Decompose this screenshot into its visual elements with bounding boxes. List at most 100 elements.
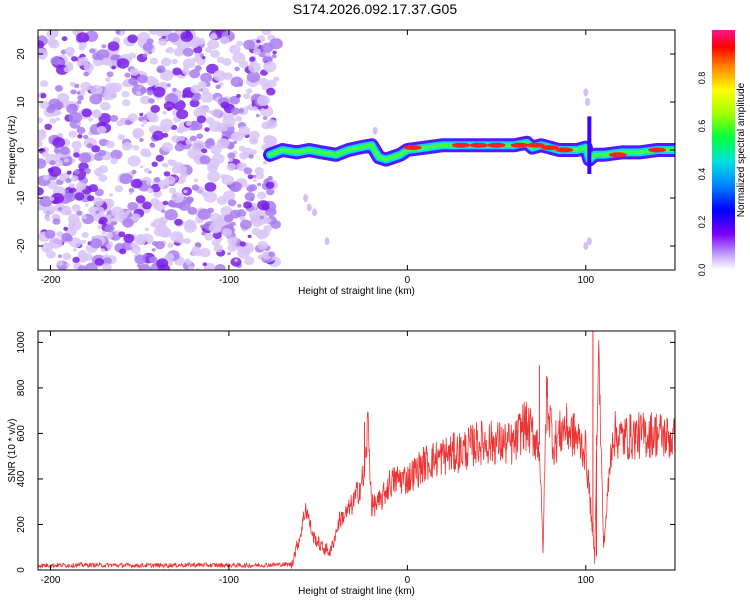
noise-blob (81, 232, 89, 238)
noise-blob (128, 188, 135, 193)
noise-blob (183, 238, 191, 244)
noise-blob (312, 208, 318, 217)
noise-blob (246, 71, 261, 83)
noise-blob (79, 42, 87, 49)
noise-blob (150, 222, 156, 227)
noise-blob (181, 93, 187, 99)
colorbar-tick-label: 0.6 (697, 120, 707, 133)
noise-blob (242, 152, 250, 158)
noise-blob (206, 109, 211, 113)
noise-blob (235, 115, 243, 122)
noise-blob (196, 115, 207, 124)
noise-blob (53, 148, 61, 154)
noise-blob (61, 36, 68, 42)
noise-blob (207, 39, 220, 50)
noise-blob (201, 231, 206, 236)
top-y-tick-label: 10 (16, 96, 27, 108)
bottom-y-tick-label: 800 (16, 379, 27, 396)
noise-blob (77, 95, 84, 101)
noise-blob (39, 129, 47, 135)
noise-blob (169, 160, 178, 167)
colorbar (712, 30, 735, 270)
noise-blob (210, 49, 220, 58)
noise-blob (191, 120, 203, 131)
noise-blob (222, 228, 233, 237)
noise-blob (127, 113, 138, 122)
noise-blob (271, 54, 277, 59)
noise-blob (192, 56, 199, 63)
noise-blob (206, 138, 215, 145)
noise-blob (78, 152, 92, 164)
noise-blob (182, 47, 194, 57)
noise-blob (101, 57, 112, 66)
noise-blob (139, 165, 144, 169)
noise-blob (583, 242, 589, 250)
noise-blob (185, 138, 193, 145)
noise-blob (135, 195, 146, 204)
noise-blob (110, 157, 118, 165)
noise-blob (129, 192, 133, 196)
noise-blob (262, 116, 268, 120)
noise-blob (57, 207, 63, 211)
noise-blob (38, 93, 41, 98)
noise-blob (129, 68, 140, 76)
trace-peak (555, 147, 574, 153)
noise-blob (156, 30, 165, 37)
noise-blob (239, 216, 246, 221)
noise-blob (223, 214, 234, 223)
noise-blob (124, 119, 132, 126)
noise-blob (138, 264, 152, 270)
noise-blob (91, 145, 101, 153)
noise-blob (172, 67, 182, 76)
noise-blob (253, 48, 262, 55)
noise-blob (249, 56, 256, 62)
snr-line (38, 340, 675, 570)
noise-blob (219, 36, 230, 45)
noise-blob (229, 44, 241, 55)
noise-blob (249, 130, 260, 140)
noise-blob (176, 128, 181, 132)
noise-blob (585, 98, 591, 106)
bottom-x-tick-label: 0 (405, 575, 411, 586)
noise-blob (140, 123, 145, 127)
noise-blob (139, 112, 144, 117)
noise-blob (227, 116, 233, 121)
noise-blob (324, 237, 330, 246)
noise-blob (208, 120, 223, 132)
noise-blob (264, 51, 271, 57)
noise-blob (77, 134, 83, 139)
noise-blob (149, 143, 156, 148)
top-x-axis-label: Height of straight line (km) (298, 286, 415, 297)
bottom-x-axis-label: Height of straight line (km) (298, 586, 415, 597)
noise-blob (85, 262, 98, 270)
noise-blob (40, 80, 49, 88)
noise-blob (263, 61, 277, 73)
noise-blob (239, 219, 252, 230)
noise-blob (191, 251, 197, 256)
noise-blob (153, 201, 166, 212)
noise-blob (184, 219, 197, 230)
noise-blob (227, 152, 236, 160)
noise-blob (52, 218, 61, 225)
noise-blob (42, 174, 50, 181)
noise-blob (49, 196, 55, 201)
noise-blob (263, 217, 272, 224)
noise-blob (92, 197, 104, 207)
noise-blob (90, 84, 103, 96)
noise-blob (74, 83, 80, 89)
noise-blob (209, 33, 218, 40)
noise-blob (114, 185, 124, 193)
noise-blob (122, 81, 129, 87)
noise-blob (213, 244, 224, 253)
noise-blob (39, 195, 53, 207)
noise-blob (70, 89, 77, 95)
noise-blob (98, 216, 108, 225)
noise-blob (153, 176, 161, 183)
noise-blob (154, 241, 165, 250)
trace-peak (541, 145, 560, 151)
trace-peak (648, 147, 667, 153)
noise-blob (257, 241, 268, 250)
top-x-tick-label: 100 (577, 275, 594, 286)
noise-blob (265, 181, 275, 189)
noise-blob (234, 258, 238, 262)
